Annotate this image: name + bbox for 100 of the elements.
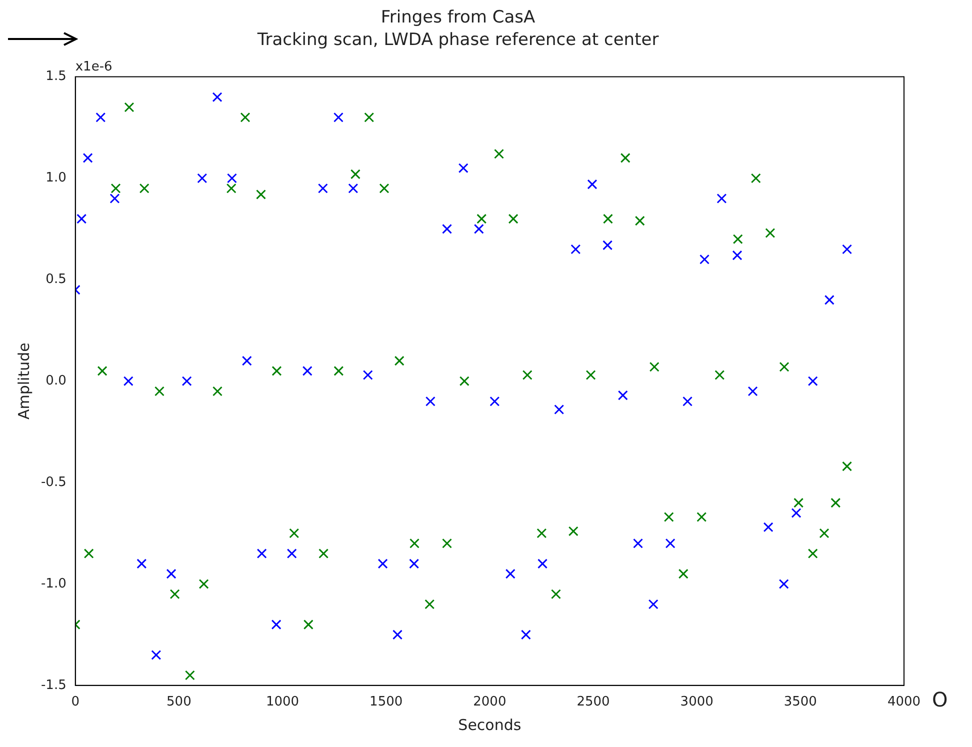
point (842, 461, 852, 472)
point (392, 630, 402, 640)
point (362, 370, 373, 380)
point (750, 173, 761, 184)
point (212, 92, 222, 102)
x-axis-title: Seconds (458, 716, 522, 734)
point (664, 512, 674, 522)
point (586, 370, 596, 380)
point (364, 112, 374, 122)
point (348, 183, 358, 194)
point (649, 362, 660, 372)
point (350, 169, 360, 180)
point (333, 112, 344, 122)
point (763, 522, 774, 532)
point (476, 214, 487, 224)
point (154, 386, 164, 396)
point (182, 376, 192, 386)
point (84, 548, 94, 559)
point (602, 214, 613, 224)
point (166, 568, 176, 579)
point (197, 173, 208, 184)
point (522, 370, 532, 380)
point (819, 528, 830, 538)
point (618, 390, 628, 400)
point (318, 183, 328, 194)
x-tick-label: 3500 (784, 694, 817, 710)
point (716, 194, 727, 204)
y-tick-label: -1.0 (40, 576, 66, 592)
x-tick-label: 0 (71, 694, 80, 710)
point (198, 578, 209, 589)
x-tick-label: 2000 (473, 694, 506, 710)
point (303, 620, 314, 630)
x-tick-label: 1500 (370, 694, 403, 710)
point (550, 589, 561, 600)
point (520, 630, 531, 640)
chart-title: Fringes from CasA (380, 8, 536, 28)
point (648, 599, 658, 610)
y-tick-label: 1.5 (46, 69, 66, 84)
y-tick-label: 0.0 (46, 373, 66, 388)
point (634, 216, 645, 226)
point (602, 240, 613, 250)
point (256, 548, 267, 559)
point (123, 376, 134, 386)
y-tick-label: -1.5 (40, 678, 66, 693)
point (379, 183, 390, 194)
x-tick-label: 2500 (576, 694, 610, 710)
point (830, 498, 841, 508)
point (240, 112, 250, 122)
point (271, 620, 282, 630)
point (748, 386, 758, 396)
point (536, 528, 547, 538)
point (242, 356, 252, 366)
point (474, 224, 484, 234)
point (732, 250, 742, 260)
point (732, 234, 743, 244)
point (791, 508, 802, 518)
point (778, 578, 789, 589)
point (82, 152, 93, 163)
point (256, 189, 266, 200)
point (76, 214, 87, 224)
point (96, 112, 106, 122)
chart-subtitle: Tracking scan, LWDA phase reference at center (256, 30, 659, 50)
point (494, 148, 504, 159)
point (779, 362, 790, 372)
point (302, 366, 312, 376)
point (824, 294, 834, 305)
text: x1e-6 (75, 60, 112, 75)
x-tick-label: 500 (166, 694, 192, 710)
point (587, 179, 598, 190)
point (682, 396, 693, 406)
y-axis-title: Amplitude (14, 342, 33, 420)
point (425, 396, 436, 406)
point (808, 548, 818, 559)
point (409, 538, 420, 548)
y-tick-label: -0.5 (40, 474, 66, 490)
point (110, 183, 121, 194)
point (170, 589, 180, 600)
point (394, 356, 404, 366)
point (226, 183, 236, 194)
point (409, 558, 420, 569)
point (378, 558, 388, 569)
x-tick-label: 3000 (680, 694, 714, 710)
point (442, 538, 452, 548)
point (554, 404, 564, 414)
point (458, 163, 468, 174)
point (272, 366, 282, 376)
y-tick-label: 1.0 (46, 170, 66, 186)
point (808, 376, 818, 386)
point (842, 244, 852, 254)
point (184, 670, 195, 680)
point (97, 366, 108, 376)
point (212, 386, 222, 396)
point (110, 194, 120, 204)
point (538, 558, 548, 569)
point (568, 526, 578, 536)
point (139, 183, 150, 194)
y-tick-label: 0.5 (46, 272, 66, 288)
point (424, 599, 435, 610)
point (765, 228, 776, 238)
point (794, 498, 804, 508)
